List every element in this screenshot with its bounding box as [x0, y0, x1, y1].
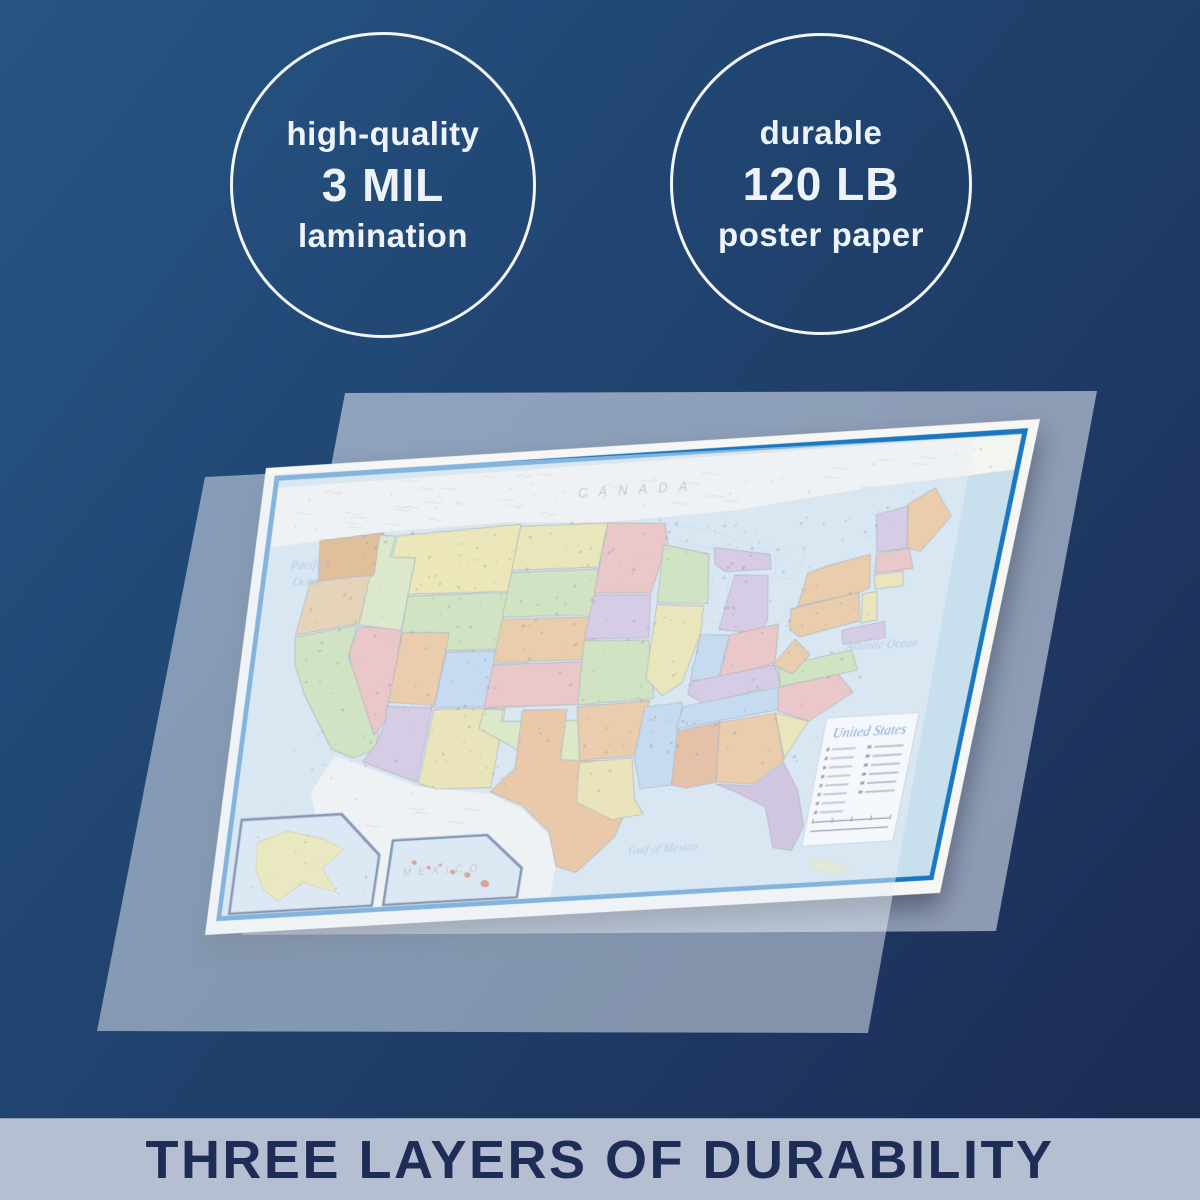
bottom-banner: THREE LAYERS OF DURABILITY — [0, 1118, 1200, 1200]
badge-poster-paper-line2: 120 LB — [742, 157, 900, 210]
badge-lamination-line3: lamination — [297, 217, 469, 255]
badge-lamination: high-quality 3 MIL lamination — [230, 32, 536, 338]
badge-poster-paper-line3: poster paper — [718, 216, 924, 254]
badge-lamination-line1: high-quality — [286, 115, 480, 153]
badge-lamination-line2: 3 MIL — [321, 158, 445, 211]
banner-text: THREE LAYERS OF DURABILITY — [145, 1129, 1055, 1190]
badge-poster-paper-line1: durable — [759, 114, 883, 152]
badge-poster-paper: durable 120 LB poster paper — [670, 33, 972, 335]
